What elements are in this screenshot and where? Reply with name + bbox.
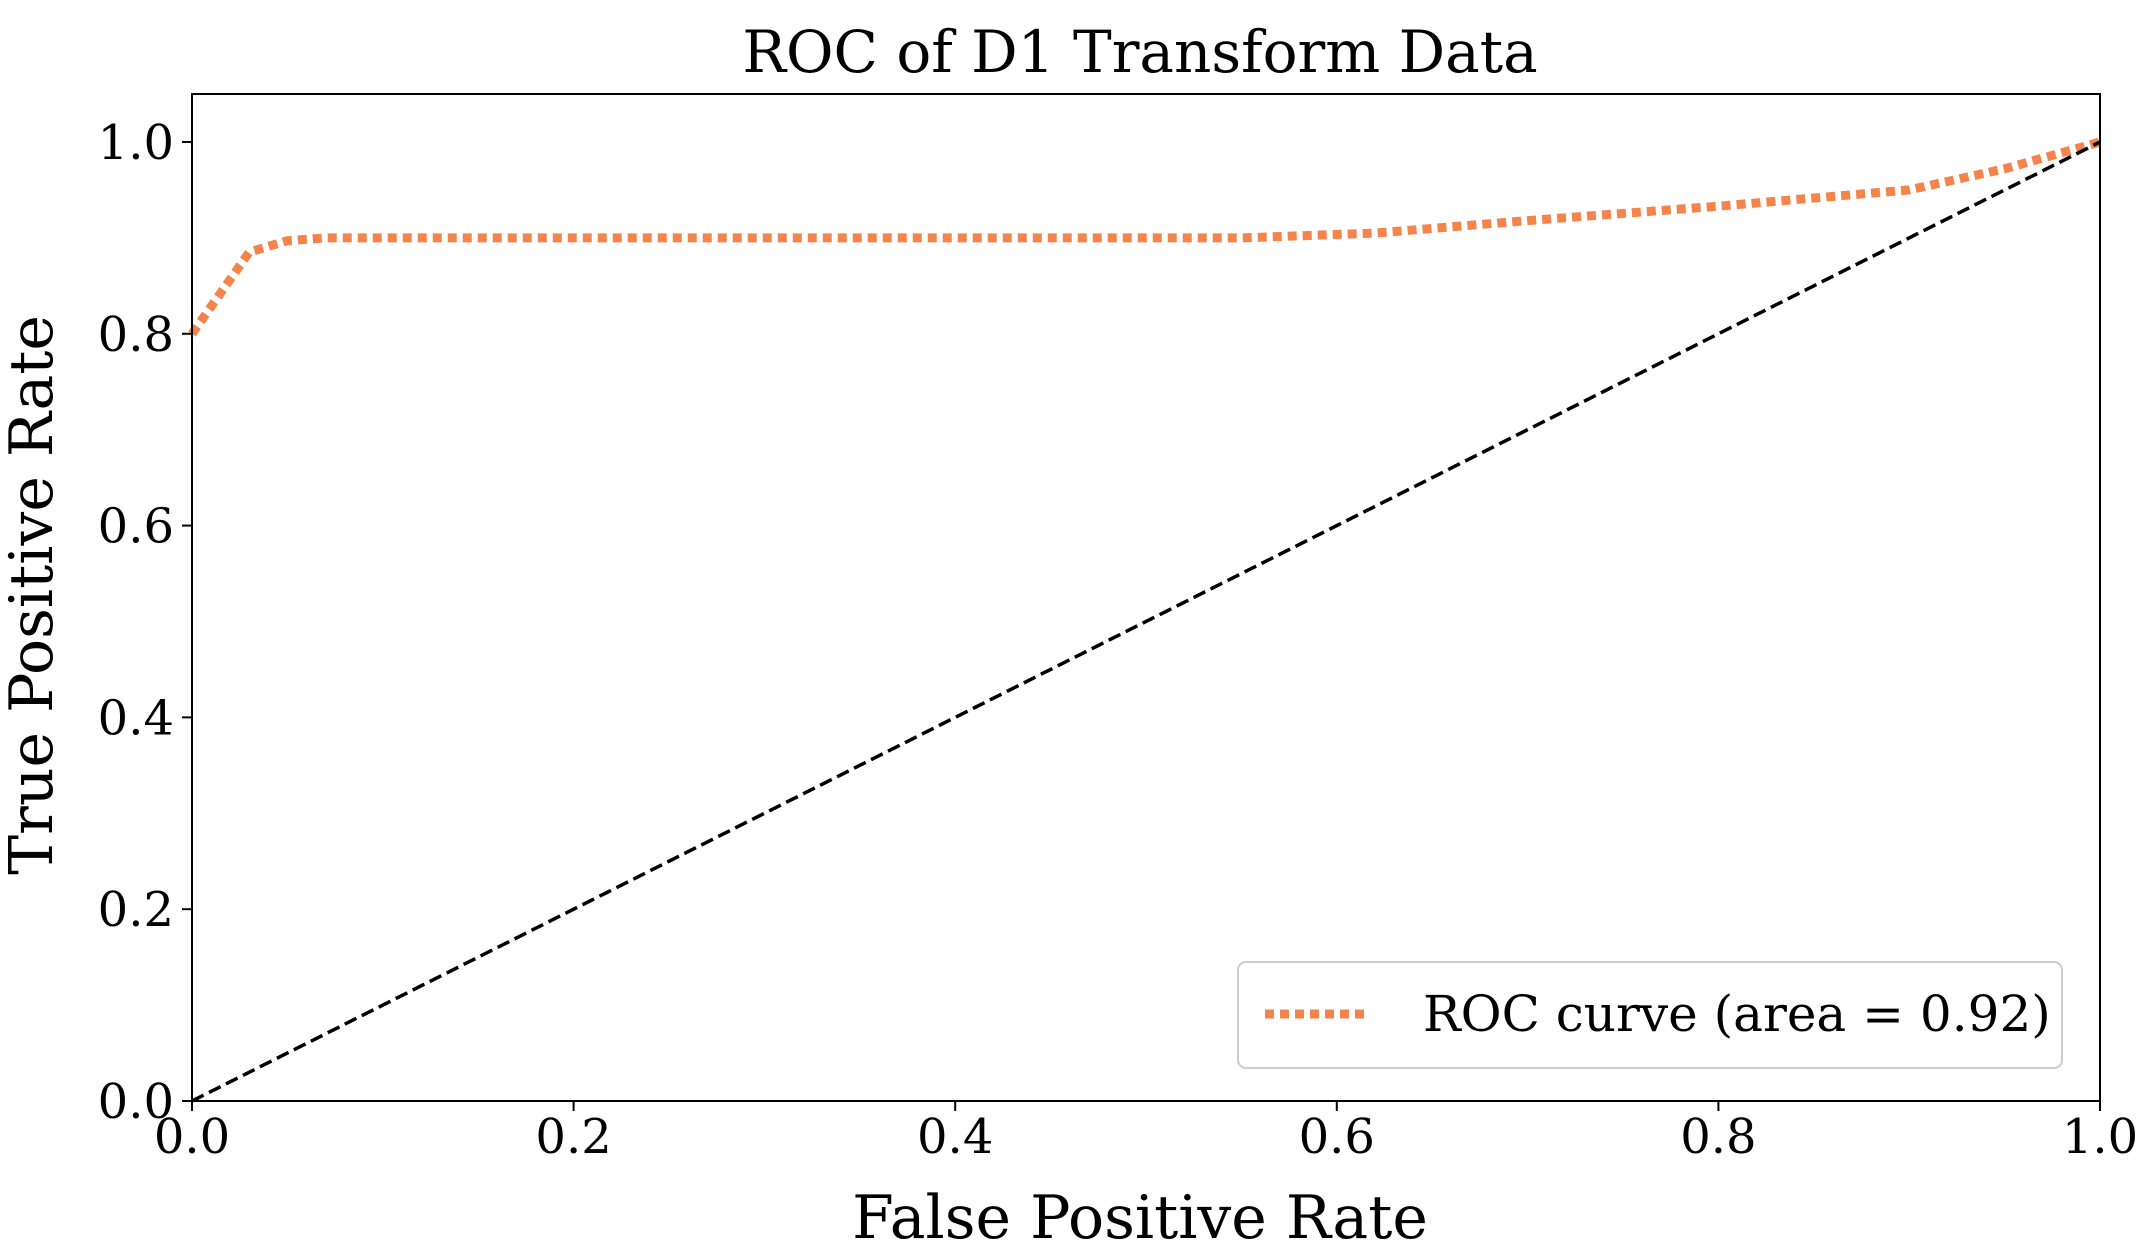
y-tick-label: 1.0 bbox=[98, 115, 174, 171]
y-axis-label: True Positive Rate bbox=[0, 315, 67, 875]
chance-diagonal-line bbox=[191, 140, 2101, 1103]
x-tick-label: 0.6 bbox=[1299, 1109, 1375, 1165]
chart-title: ROC of D1 Transform Data bbox=[742, 18, 1537, 86]
y-tick-label: 0.6 bbox=[98, 499, 174, 555]
y-tick-label: 0.0 bbox=[98, 1074, 174, 1130]
roc-curve-line bbox=[188, 137, 2102, 337]
x-tick-label: 0.0 bbox=[154, 1109, 230, 1165]
x-tick-label: 1.0 bbox=[2062, 1109, 2138, 1165]
y-tick-label: 0.4 bbox=[98, 690, 174, 746]
x-axis-label: False Positive Rate bbox=[852, 1183, 1428, 1253]
y-tick-label: 0.2 bbox=[98, 882, 174, 938]
x-tick-label: 0.4 bbox=[917, 1109, 993, 1165]
x-tick-label: 0.2 bbox=[535, 1109, 611, 1165]
plot-frame bbox=[191, 93, 2101, 1102]
y-tick-label: 0.8 bbox=[98, 307, 174, 363]
legend-box bbox=[1237, 961, 2063, 1069]
legend-label-roc: ROC curve (area = 0.92) bbox=[1423, 985, 2051, 1043]
legend: ROC curve (area = 0.92) bbox=[1237, 961, 2063, 1069]
x-tick-label: 0.8 bbox=[1680, 1109, 1756, 1165]
